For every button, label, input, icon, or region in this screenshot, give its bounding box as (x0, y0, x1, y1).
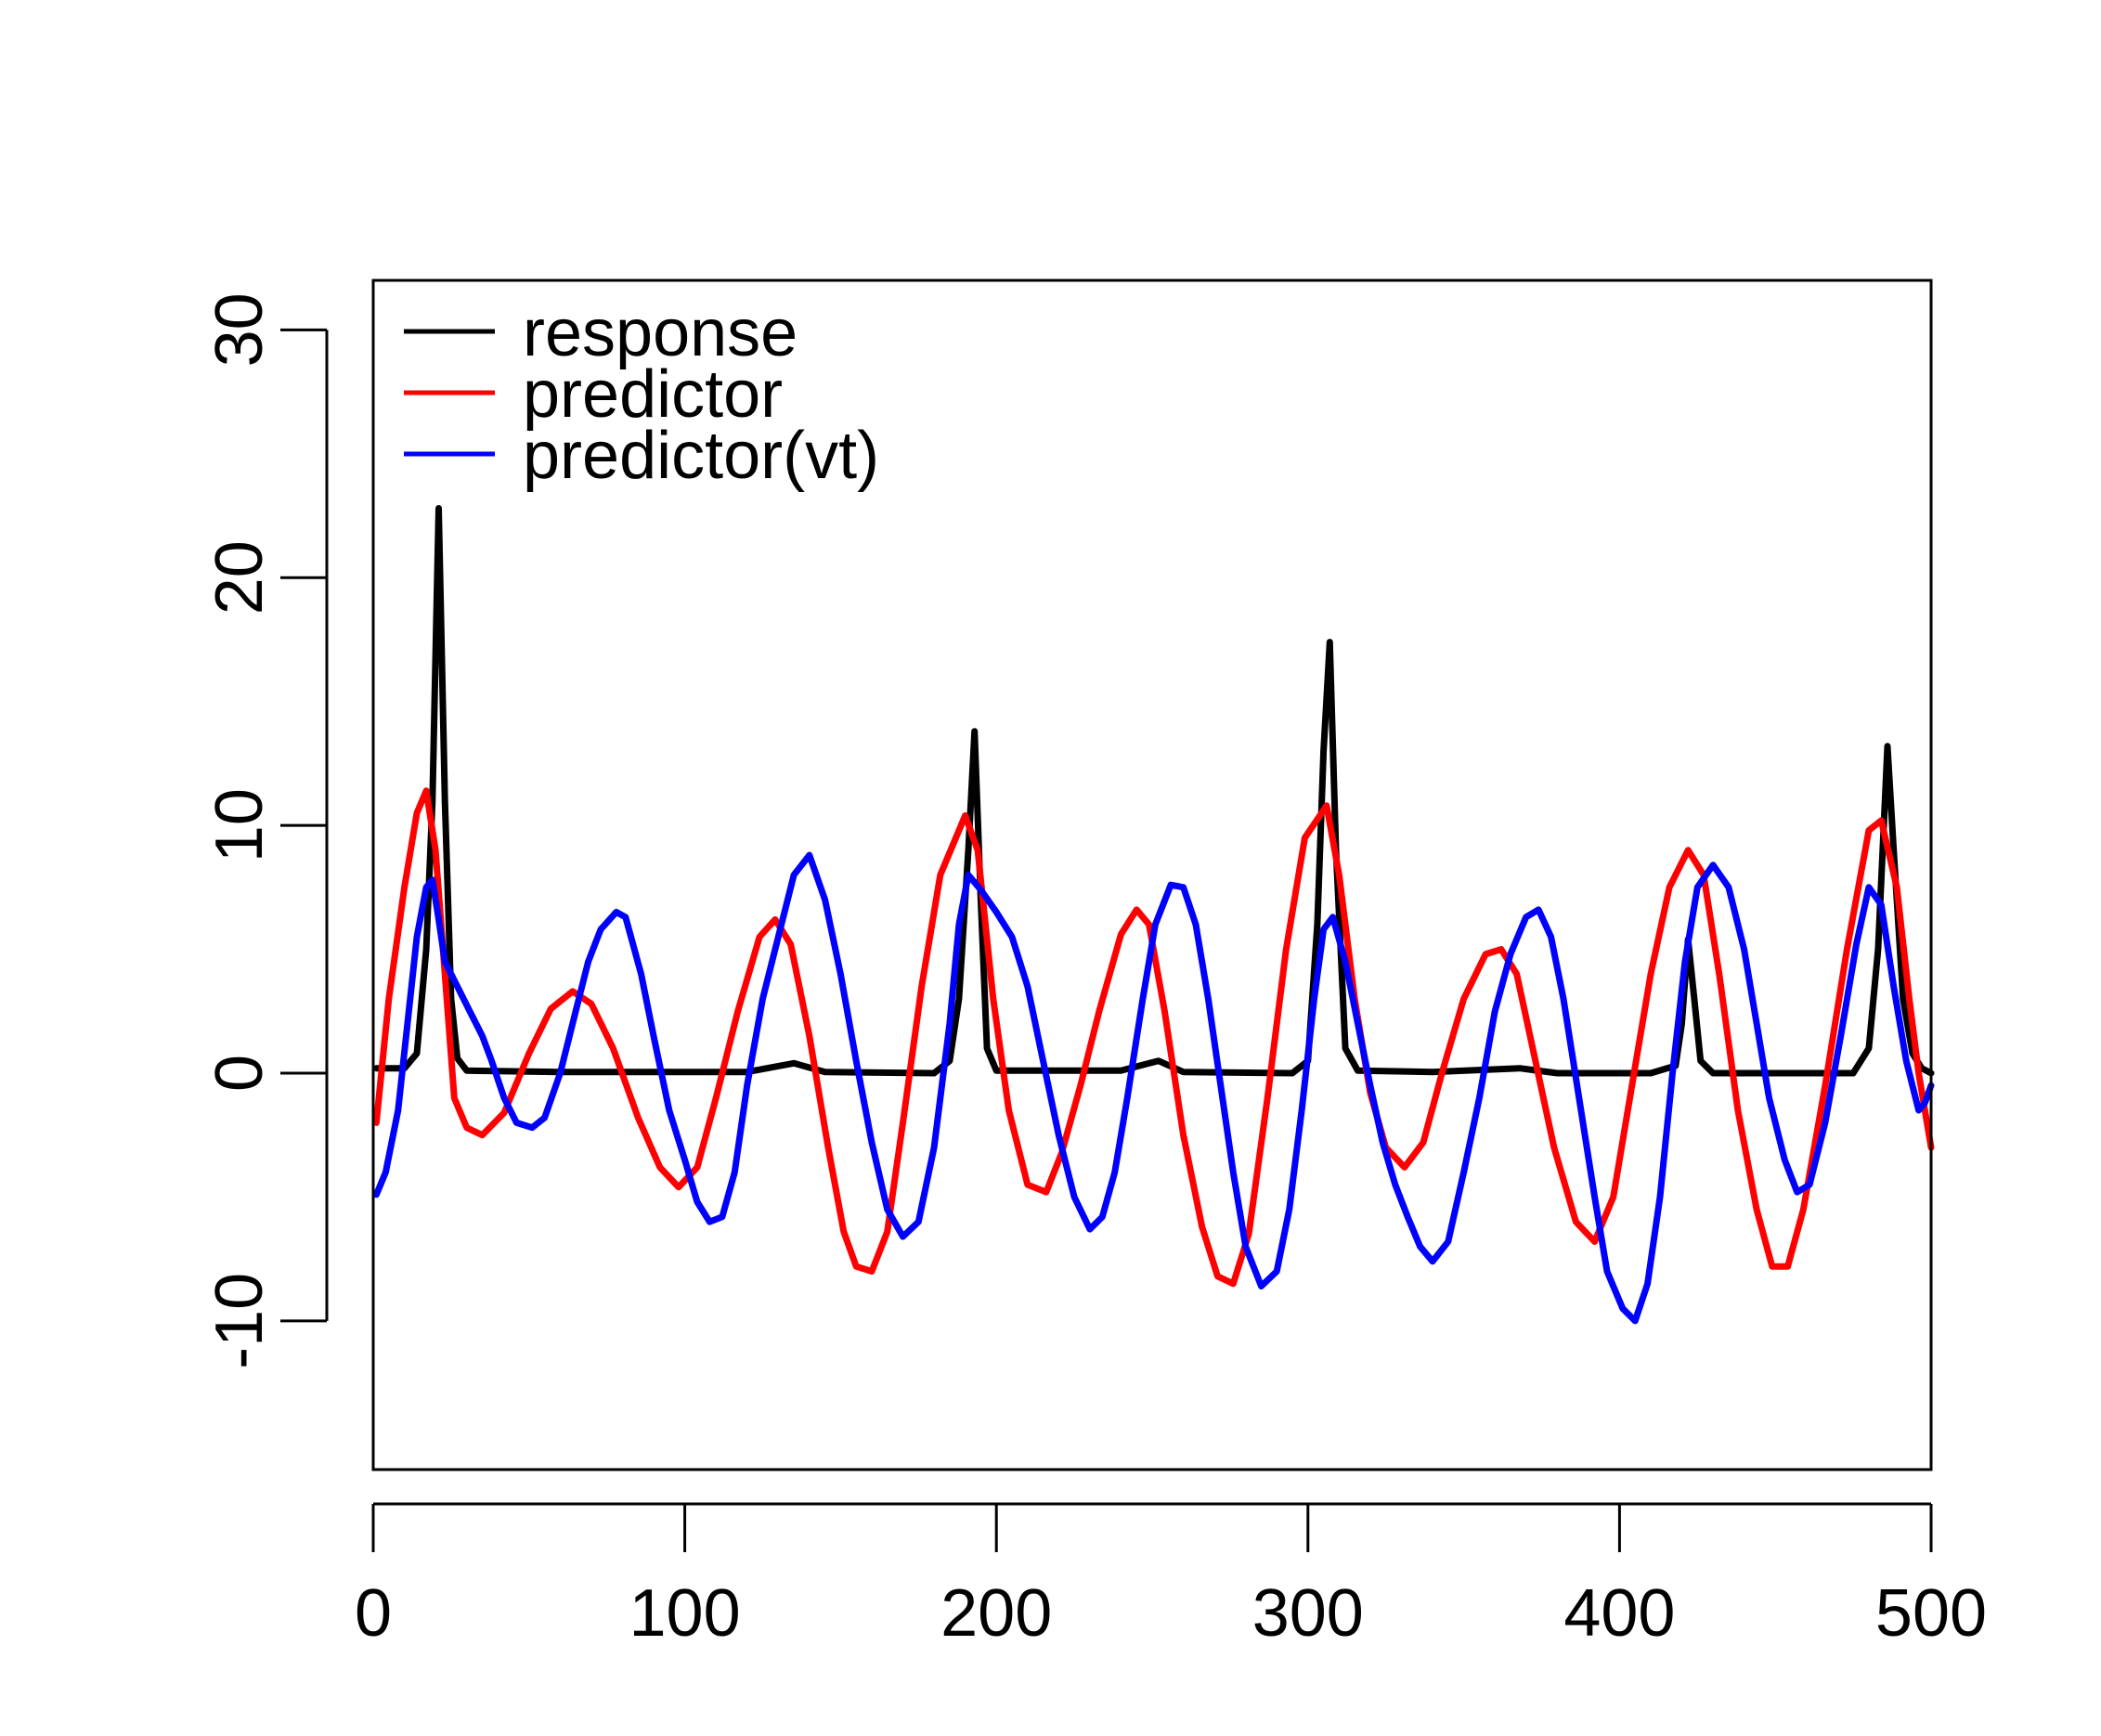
legend-label-predictor-vt: predictor(vt) (523, 419, 879, 493)
y-tick-label-30: 30 (202, 292, 277, 367)
x-tick-label-400: 400 (1563, 1576, 1675, 1651)
series-layer (376, 509, 1931, 1321)
x-tick-label-0: 0 (355, 1576, 392, 1651)
y-tick-label-0: 0 (202, 1055, 277, 1092)
series-line-predictor-vt (376, 855, 1931, 1321)
x-tick-label-100: 100 (629, 1576, 741, 1651)
y-tick-label--10: -10 (202, 1273, 277, 1369)
y-tick-label-10: 10 (202, 788, 277, 862)
x-tick-label-200: 200 (940, 1576, 1052, 1651)
x-tick-label-500: 500 (1875, 1576, 1987, 1651)
series-line-response (376, 509, 1931, 1074)
x-tick-label-300: 300 (1252, 1576, 1364, 1651)
y-tick-label-20: 20 (202, 540, 277, 615)
